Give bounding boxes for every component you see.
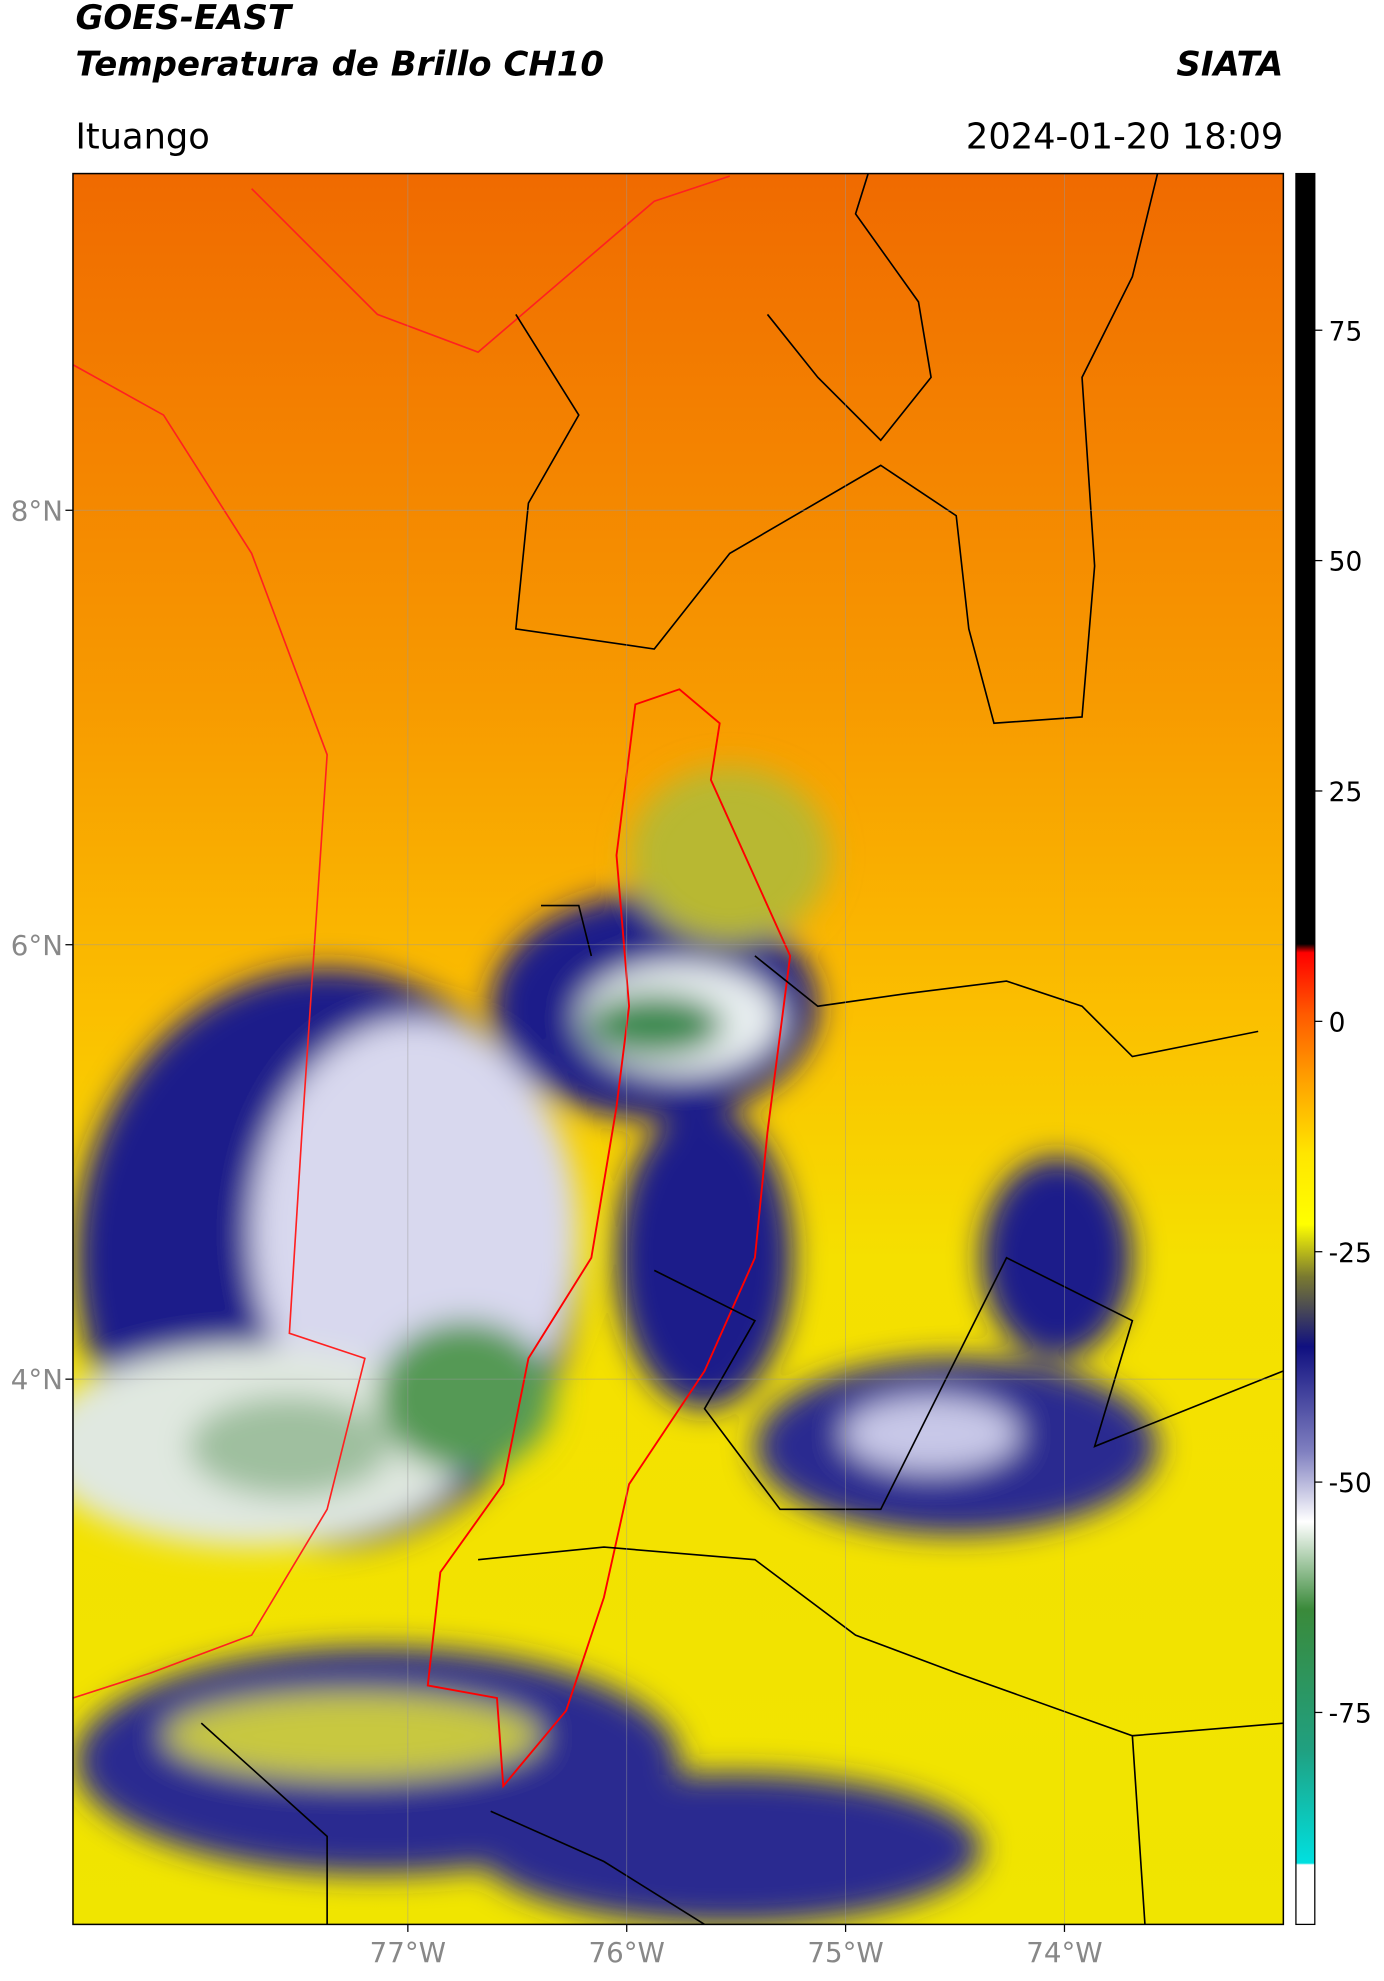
product: Temperatura de Brillo CH10 [75, 44, 604, 84]
colorbar [1295, 172, 1316, 1926]
colorbar-tick-label: 25 [1329, 777, 1363, 808]
x-tick-label: 74°W [1026, 1936, 1102, 1969]
map-frame [72, 172, 1285, 1926]
source: GOES-EAST [75, 0, 293, 38]
x-tick-label: 76°W [589, 1936, 665, 1969]
timestamp: 2024-01-20 18:09 [966, 116, 1283, 157]
colorbar-tick-label: 75 [1329, 316, 1363, 347]
brand: SIATA [1176, 44, 1283, 84]
y-tick-label: 6°N [11, 929, 63, 962]
y-tick-label: 4°N [11, 1363, 63, 1396]
imagery [72, 173, 1284, 1925]
colorbar-tick-label: -75 [1329, 1699, 1372, 1730]
location: Ituango [75, 116, 209, 157]
colorbar-tick-label: 0 [1329, 1007, 1346, 1038]
y-tick-label: 8°N [11, 494, 63, 527]
x-tick-label: 77°W [370, 1936, 446, 1969]
colorbar-tick-label: -50 [1329, 1468, 1372, 1499]
colorbar-tick-label: 50 [1329, 547, 1363, 578]
x-tick-label: 75°W [807, 1936, 883, 1969]
colorbar-tick-label: -25 [1329, 1238, 1372, 1269]
